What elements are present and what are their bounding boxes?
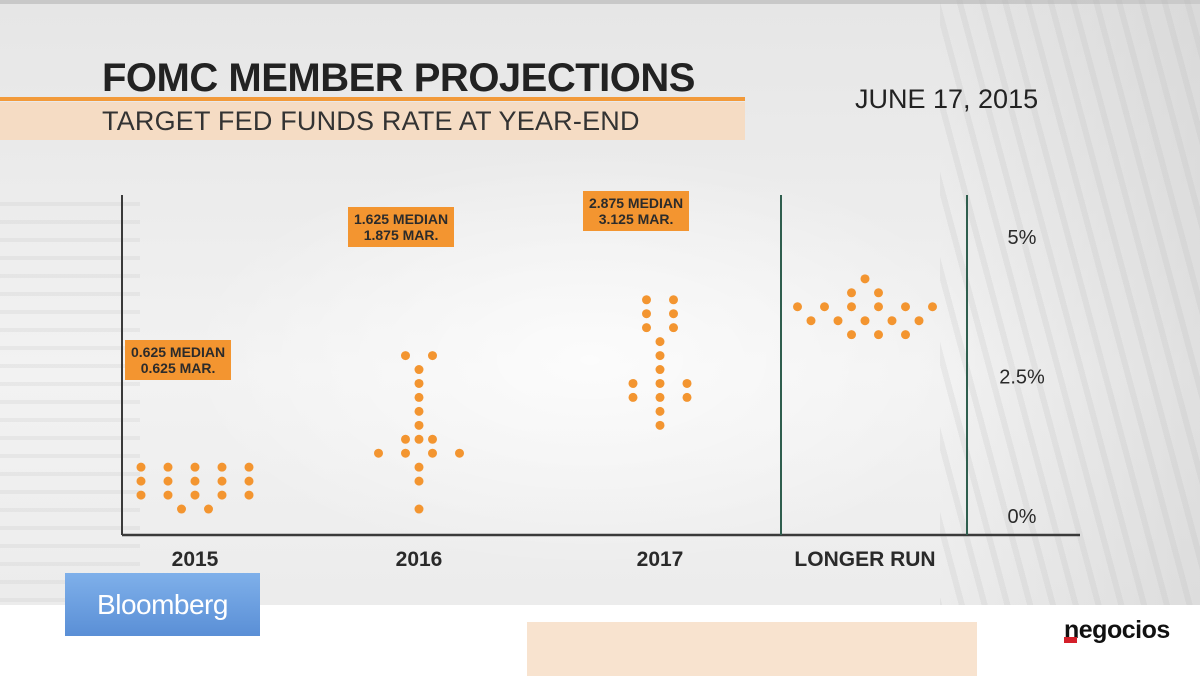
- projection-dot: [414, 392, 424, 402]
- annotation-2016: 1.625 MEDIAN 1.875 MAR.: [348, 207, 455, 247]
- projection-dot: [820, 302, 829, 312]
- projection-dot: [136, 462, 146, 472]
- projection-dot: [414, 504, 424, 514]
- projection-dot: [136, 476, 146, 486]
- chart-subtitle: TARGET FED FUNDS RATE AT YEAR-END: [102, 106, 640, 136]
- projection-dot: [190, 490, 200, 500]
- projection-dot: [244, 490, 254, 500]
- projection-dot: [874, 302, 883, 312]
- background-architecture-left: [0, 200, 140, 620]
- projection-dot: [401, 351, 410, 361]
- bottom-accent-band: [527, 622, 977, 676]
- projection-dot: [163, 476, 173, 486]
- projection-dot: [217, 462, 227, 472]
- projection-dot: [401, 434, 410, 444]
- projection-dot: [669, 323, 678, 333]
- projection-dot: [682, 378, 692, 388]
- projection-dot: [901, 330, 910, 340]
- projection-dot: [874, 330, 883, 340]
- projection-dot: [655, 365, 665, 375]
- projection-dot: [793, 302, 802, 312]
- subtitle-band: [0, 102, 745, 140]
- top-border: [0, 0, 1200, 4]
- projection-dot: [414, 365, 424, 375]
- projection-dot: [655, 378, 665, 388]
- projection-dot: [655, 420, 665, 430]
- projection-dot: [901, 302, 910, 312]
- annotation-2015: 0.625 MEDIAN 0.625 MAR.: [125, 340, 232, 380]
- projection-dot: [428, 448, 437, 458]
- projection-dot: [655, 351, 665, 361]
- annotation-2017-line1: 2.875 MEDIAN: [589, 195, 684, 211]
- annotation-2017-line2: 3.125 MAR.: [598, 211, 674, 227]
- projection-dot: [414, 378, 424, 388]
- y-tick-label: 0%: [1008, 506, 1037, 528]
- x-category-label: 2016: [396, 548, 443, 571]
- projection-dot: [642, 323, 651, 333]
- projection-dot: [190, 462, 200, 472]
- projection-dot: [428, 351, 437, 361]
- annotation-2015-line1: 0.625 MEDIAN: [131, 344, 226, 360]
- projection-dot: [642, 309, 651, 319]
- projection-dot: [887, 316, 897, 326]
- projection-dot: [177, 504, 186, 514]
- projection-dot: [455, 448, 464, 458]
- projection-dot: [163, 462, 173, 472]
- projection-dot: [428, 434, 437, 444]
- y-tick-label: 2.5%: [999, 367, 1045, 389]
- projection-dot: [244, 476, 254, 486]
- negocios-logo: negocios: [1064, 616, 1170, 644]
- projection-dot: [655, 392, 665, 402]
- projection-dot: [414, 462, 424, 472]
- projection-dot: [414, 434, 424, 444]
- projection-dot: [928, 302, 937, 312]
- projection-dot: [833, 316, 843, 326]
- x-category-label: 2015: [172, 548, 219, 571]
- projection-dot: [847, 302, 856, 312]
- projection-dot: [414, 420, 424, 430]
- projection-dot: [874, 288, 883, 298]
- projection-dot: [669, 309, 678, 319]
- projection-dot: [244, 462, 254, 472]
- projection-dot: [860, 316, 870, 326]
- projection-dot: [655, 406, 665, 416]
- projection-dot: [217, 490, 227, 500]
- projection-dot: [806, 316, 816, 326]
- annotation-2015-line2: 0.625 MAR.: [140, 360, 216, 376]
- annotation-2016-line1: 1.625 MEDIAN: [354, 211, 449, 227]
- projection-dot: [860, 274, 870, 284]
- projection-dot: [136, 490, 146, 500]
- annotation-2016-line2: 1.875 MAR.: [363, 227, 439, 243]
- background-architecture-right: [940, 0, 1200, 620]
- projection-dot: [163, 490, 173, 500]
- projection-dot: [204, 504, 213, 514]
- projection-dot: [642, 295, 651, 305]
- projection-dot: [655, 337, 665, 347]
- projection-dot: [847, 330, 856, 340]
- projection-dot: [682, 392, 692, 402]
- projection-dot: [190, 476, 200, 486]
- x-category-label: 2017: [637, 548, 684, 571]
- negocios-logo-mark: [1064, 637, 1077, 643]
- projection-dot: [669, 295, 678, 305]
- projection-dot: [847, 288, 856, 298]
- projection-dot: [217, 476, 227, 486]
- projection-dot: [374, 448, 383, 458]
- projection-dot: [414, 476, 424, 486]
- title-rule: [0, 97, 745, 101]
- projection-dot: [628, 378, 638, 388]
- y-tick-label: 5%: [1008, 227, 1037, 249]
- projection-dot: [401, 448, 410, 458]
- x-category-label: LONGER RUN: [794, 548, 935, 571]
- bloomberg-logo: Bloomberg: [65, 573, 260, 636]
- projection-dot: [914, 316, 924, 326]
- chart-title: FOMC MEMBER PROJECTIONS: [102, 56, 695, 100]
- projection-dot: [628, 392, 638, 402]
- projection-dot: [414, 406, 424, 416]
- annotation-2017: 2.875 MEDIAN 3.125 MAR.: [583, 191, 690, 231]
- date-label: JUNE 17, 2015: [855, 84, 1039, 114]
